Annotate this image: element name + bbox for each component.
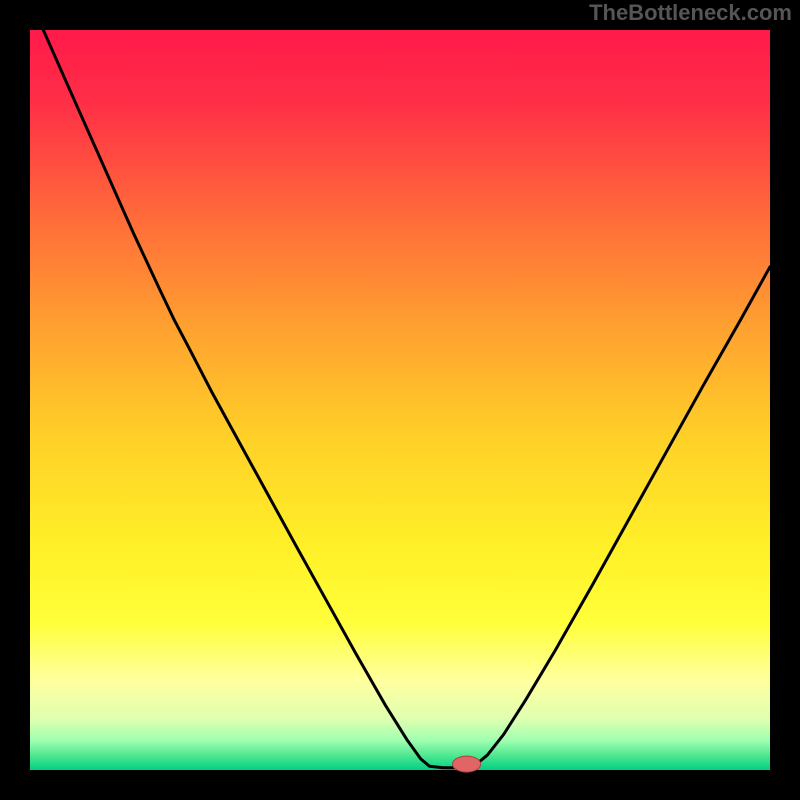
chart-container: { "watermark": { "text": "TheBottleneck.…: [0, 0, 800, 800]
bottleneck-chart: [0, 0, 800, 800]
optimal-marker: [453, 756, 481, 772]
watermark-text: TheBottleneck.com: [589, 0, 792, 26]
plot-background: [30, 30, 770, 770]
